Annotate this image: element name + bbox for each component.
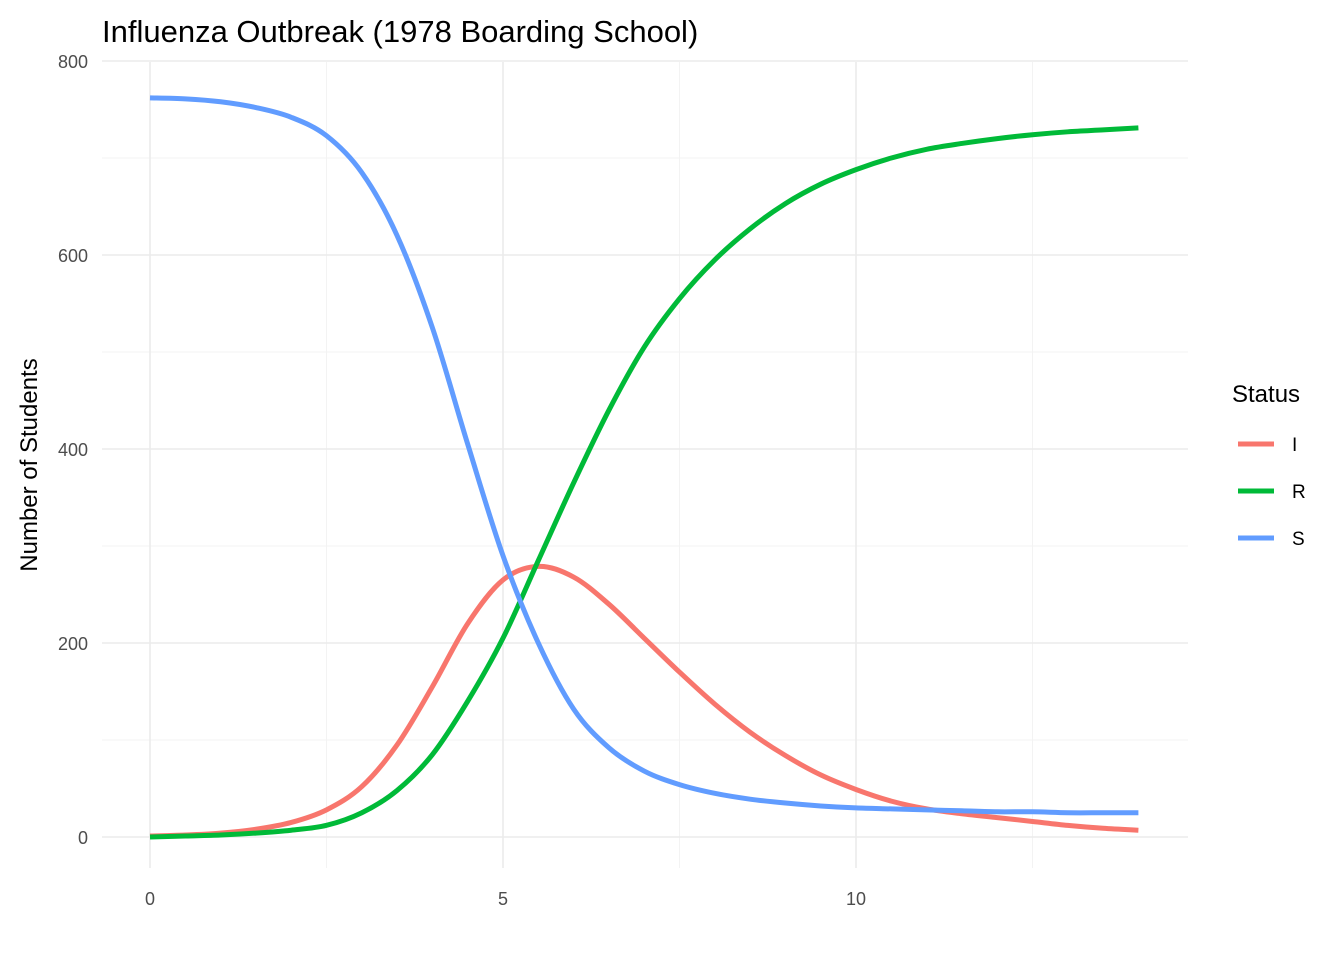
y-axis-title: Number of Students [16, 358, 43, 571]
series-lines [149, 95, 1139, 840]
y-tick-label: 200 [58, 634, 88, 654]
y-tick-label: 800 [58, 52, 88, 72]
y-tick-label: 600 [58, 246, 88, 266]
y-tick-label: 0 [78, 828, 88, 848]
legend-label-i: I [1292, 435, 1297, 456]
x-tick-label: 10 [846, 889, 866, 909]
x-tick-label: 5 [498, 889, 508, 909]
legend: Status I R S [1232, 381, 1306, 550]
x-tick-label: 0 [145, 889, 155, 909]
legend-title: Status [1232, 381, 1300, 408]
grid-lines [102, 60, 1188, 868]
axis-tick-labels: 0 200 400 600 800 0 5 10 [58, 52, 866, 909]
legend-label-r: R [1292, 482, 1306, 503]
series-line-r [149, 125, 1139, 840]
legend-label-s: S [1292, 529, 1305, 550]
series-line-i [149, 563, 1139, 839]
chart-title: Influenza Outbreak (1978 Boarding School… [102, 14, 698, 49]
y-tick-label: 400 [58, 440, 88, 460]
series-line-s [149, 95, 1139, 816]
